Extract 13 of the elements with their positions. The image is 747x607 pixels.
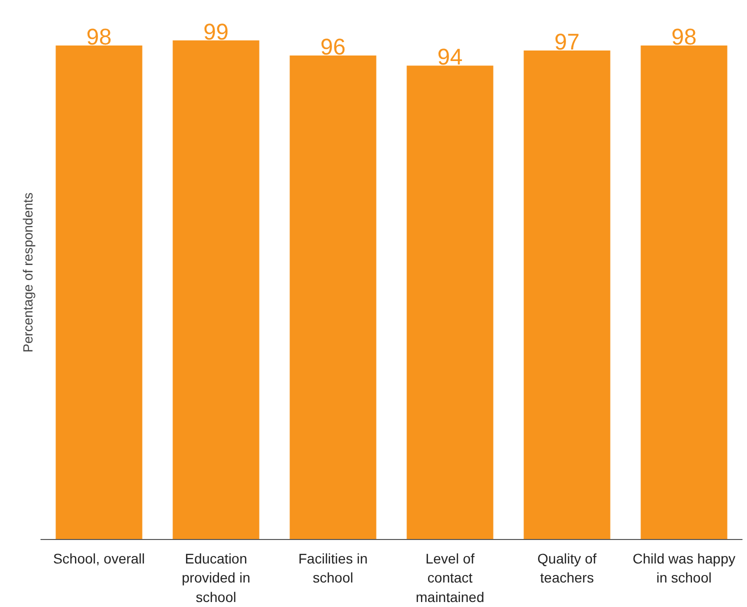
data-label: 98 [86,23,112,50]
data-label: 97 [554,28,580,55]
x-tick-label: School, overall [53,550,145,566]
x-tick-label: Education provided in school [182,550,250,605]
data-label: 99 [203,18,229,44]
x-tick-label: Level of contact maintained [416,550,484,605]
x-tick-label: Child was happy in school [632,550,736,586]
x-tick-label: Facilities in school [298,550,368,586]
data-label: 98 [671,23,697,50]
y-axis-title: Percentage of respondents [20,192,36,353]
data-label: 94 [437,44,463,70]
x-tick-label: Quality of teachers [537,550,597,586]
data-label: 96 [320,34,346,60]
